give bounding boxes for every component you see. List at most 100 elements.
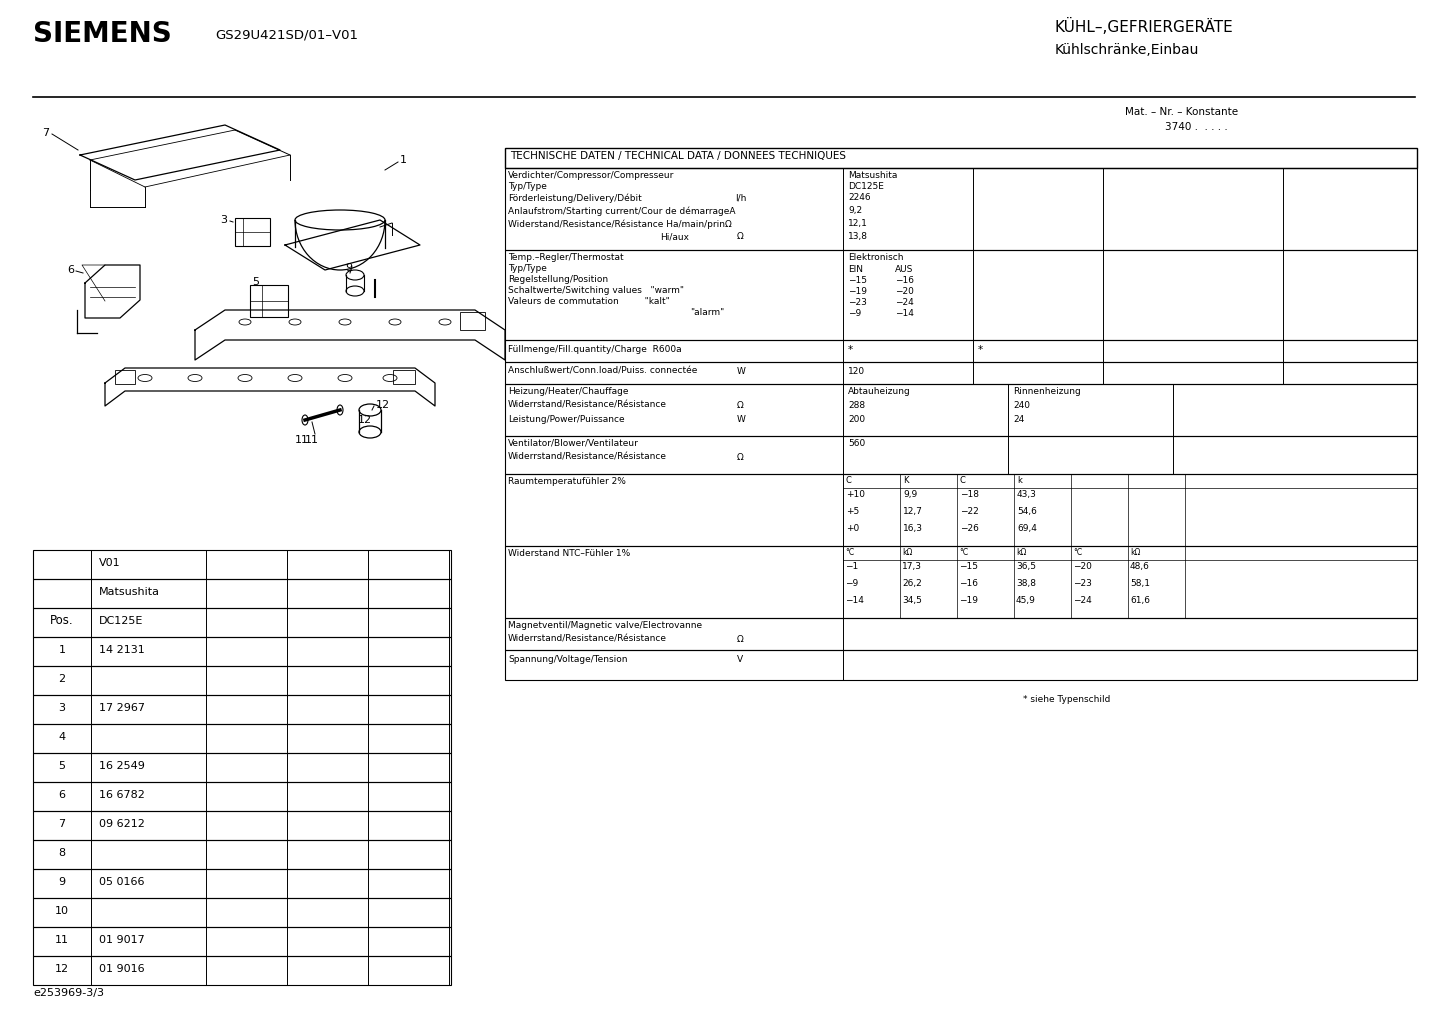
Bar (235, 218, 270, 246)
Text: Magnetventil/Magnetic valve/Electrovanne: Magnetventil/Magnetic valve/Electrovanne (508, 621, 702, 630)
Text: 8: 8 (59, 848, 65, 858)
Text: 6: 6 (66, 265, 74, 275)
Bar (33, 695, 451, 725)
Text: SIEMENS: SIEMENS (33, 20, 172, 48)
Text: Füllmenge/Fill.quantity/Charge  R600a: Füllmenge/Fill.quantity/Charge R600a (508, 345, 682, 354)
Text: kΩ: kΩ (1131, 548, 1141, 557)
Text: 61,6: 61,6 (1131, 596, 1151, 605)
Text: 01 9017: 01 9017 (99, 935, 144, 945)
Text: 58,1: 58,1 (1131, 579, 1151, 588)
Text: 11: 11 (306, 435, 319, 445)
Bar (460, 312, 485, 330)
Text: 26,2: 26,2 (903, 579, 921, 588)
Bar (394, 370, 415, 384)
Text: Kühlschränke,Einbau: Kühlschränke,Einbau (1056, 43, 1200, 57)
Text: 1: 1 (399, 155, 407, 165)
Bar (33, 725, 451, 753)
Bar (505, 340, 1417, 362)
Text: Elektronisch: Elektronisch (848, 253, 904, 262)
Bar (505, 384, 1417, 436)
Bar (505, 650, 1417, 680)
Text: −23: −23 (1073, 579, 1092, 588)
Text: 3: 3 (59, 703, 65, 713)
Text: 200: 200 (848, 415, 865, 424)
Text: C: C (846, 476, 852, 485)
Text: 48,6: 48,6 (1131, 562, 1149, 571)
Text: V: V (737, 655, 743, 664)
Text: Abtauheizung: Abtauheizung (848, 387, 911, 396)
Text: Ω: Ω (737, 232, 744, 242)
Text: 3: 3 (221, 215, 226, 225)
Text: −14: −14 (845, 596, 864, 605)
Bar (505, 546, 1417, 618)
Text: 5: 5 (59, 761, 65, 771)
Text: Ventilator/Blower/Ventilateur: Ventilator/Blower/Ventilateur (508, 439, 639, 448)
Bar (33, 927, 451, 956)
Text: Ω: Ω (737, 401, 744, 410)
Text: 9,2: 9,2 (848, 206, 862, 215)
Bar (33, 898, 451, 927)
Text: 2246: 2246 (848, 193, 871, 202)
Bar (33, 579, 451, 608)
Text: Pos.: Pos. (50, 614, 74, 628)
Bar (33, 840, 451, 869)
Text: −26: −26 (960, 524, 979, 533)
Text: 9: 9 (59, 877, 65, 887)
Text: °C: °C (1073, 548, 1082, 557)
Text: Widerrstand/Resistance/Résistance: Widerrstand/Resistance/Résistance (508, 453, 668, 462)
Text: 13,8: 13,8 (848, 232, 868, 242)
Text: W: W (737, 367, 746, 376)
Text: GS29U421SD/01–V01: GS29U421SD/01–V01 (215, 28, 358, 41)
Text: −14: −14 (895, 309, 914, 318)
Text: Ω: Ω (737, 453, 744, 462)
Text: "alarm": "alarm" (691, 308, 724, 317)
Bar (505, 618, 1417, 650)
Bar (33, 608, 451, 637)
Text: 9,9: 9,9 (903, 490, 917, 499)
Text: Matsushita: Matsushita (99, 587, 160, 597)
Text: 34,5: 34,5 (903, 596, 921, 605)
Bar (505, 148, 1417, 168)
Text: 5: 5 (252, 277, 260, 287)
Text: −20: −20 (895, 287, 914, 296)
Text: *: * (848, 345, 854, 355)
Text: k: k (1017, 476, 1022, 485)
Text: 120: 120 (848, 367, 865, 376)
Text: −19: −19 (848, 287, 867, 296)
Text: Typ/Type: Typ/Type (508, 182, 547, 191)
Text: Rinnenheizung: Rinnenheizung (1012, 387, 1080, 396)
Text: +5: +5 (846, 507, 859, 516)
Bar (33, 637, 451, 666)
Text: −9: −9 (845, 579, 858, 588)
Text: −19: −19 (959, 596, 978, 605)
Text: 7: 7 (42, 128, 49, 138)
Text: 288: 288 (848, 401, 865, 410)
Text: 12: 12 (55, 964, 69, 974)
Text: Typ/Type: Typ/Type (508, 264, 547, 273)
Text: 11: 11 (55, 935, 69, 945)
Bar (505, 474, 1417, 546)
Text: −20: −20 (1073, 562, 1092, 571)
Text: Anschlußwert/Conn.load/Puiss. connectée: Anschlußwert/Conn.load/Puiss. connectée (508, 367, 698, 376)
Text: 17,3: 17,3 (903, 562, 921, 571)
Text: * siehe Typenschild: * siehe Typenschild (1022, 695, 1110, 704)
Text: C: C (960, 476, 966, 485)
Text: Verdichter/Compressor/Compresseur: Verdichter/Compressor/Compresseur (508, 171, 675, 180)
Text: 7: 7 (59, 819, 65, 829)
Text: 05 0166: 05 0166 (99, 877, 144, 887)
Text: Matsushita: Matsushita (848, 171, 897, 180)
Text: Heizung/Heater/Chauffage: Heizung/Heater/Chauffage (508, 387, 629, 396)
Text: 17 2967: 17 2967 (99, 703, 146, 713)
Bar (33, 869, 451, 898)
Bar (249, 285, 288, 317)
Text: Mat. – Nr. – Konstante: Mat. – Nr. – Konstante (1125, 107, 1239, 117)
Text: 69,4: 69,4 (1017, 524, 1037, 533)
Text: e253969-3/3: e253969-3/3 (33, 988, 104, 998)
Bar (505, 436, 1417, 474)
Text: 01 9016: 01 9016 (99, 964, 144, 974)
Text: 10: 10 (55, 906, 69, 916)
Bar (33, 666, 451, 695)
Text: −16: −16 (895, 276, 914, 285)
Text: 560: 560 (848, 439, 865, 448)
Text: 12: 12 (358, 415, 372, 425)
